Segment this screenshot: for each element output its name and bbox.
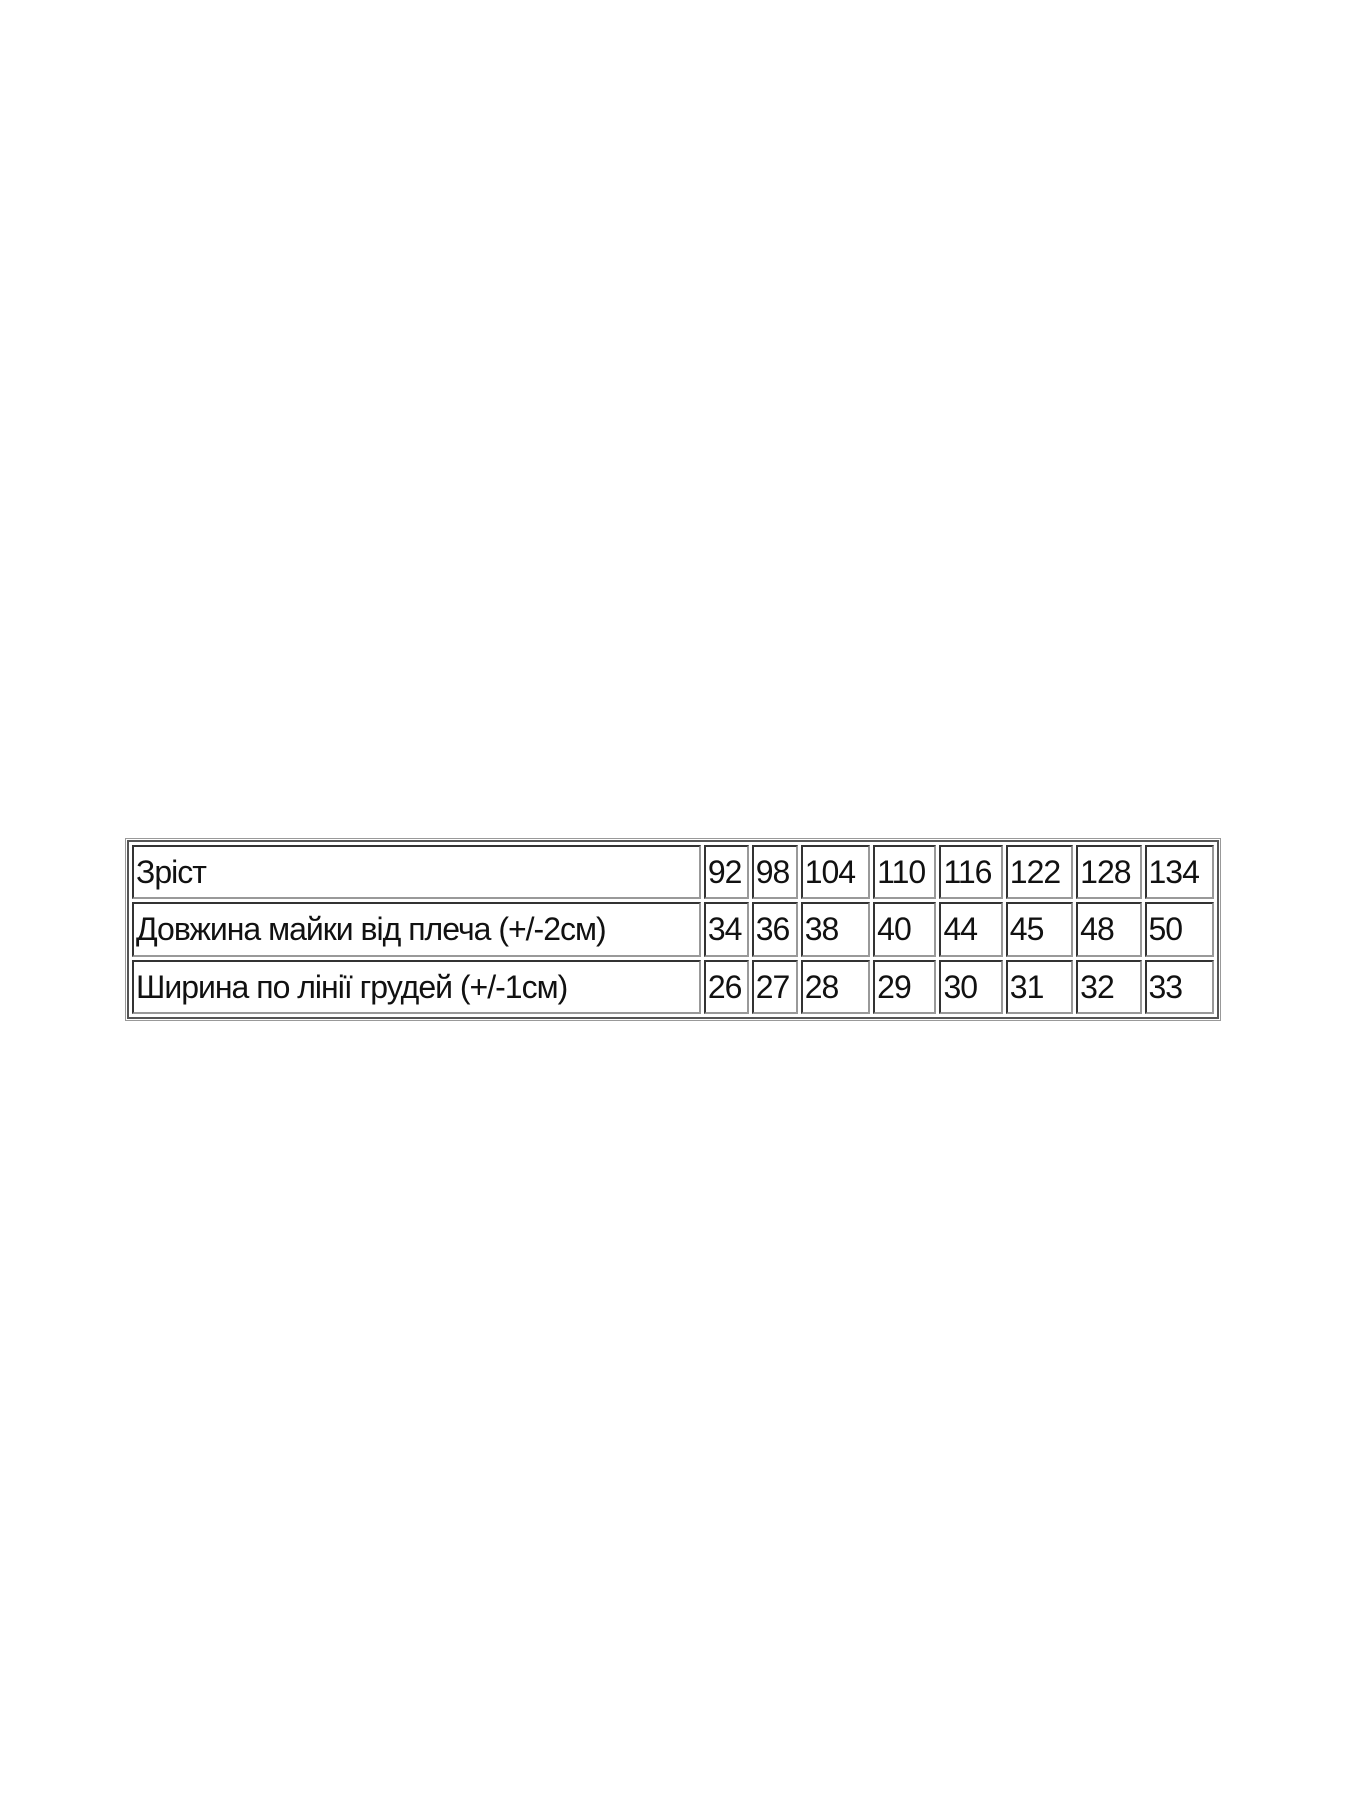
table-cell: 34 <box>703 902 749 957</box>
table-cell: 110 <box>873 845 937 900</box>
table-cell: 122 <box>1005 845 1074 900</box>
table-cell: 27 <box>751 959 798 1014</box>
table-cell: 44 <box>939 902 1003 957</box>
row-label: Ширина по лінії грудей (+/-1см) <box>132 959 701 1014</box>
table-cell: 28 <box>800 959 871 1014</box>
table-cell: 33 <box>1144 959 1214 1014</box>
table-cell: 128 <box>1076 845 1142 900</box>
row-label: Зріст <box>132 845 701 900</box>
table-cell: 29 <box>873 959 937 1014</box>
table-cell: 32 <box>1076 959 1142 1014</box>
table-cell: 26 <box>703 959 749 1014</box>
table-row: Зріст 92 98 104 110 116 122 128 134 <box>132 845 1214 900</box>
table-cell: 116 <box>939 845 1003 900</box>
table-cell: 134 <box>1144 845 1214 900</box>
row-label: Довжина майки від плеча (+/-2см) <box>132 902 701 957</box>
table-cell: 31 <box>1005 959 1074 1014</box>
table-row: Довжина майки від плеча (+/-2см) 34 36 38 40… <box>132 902 1214 957</box>
table-cell: 98 <box>751 845 798 900</box>
table-cell: 38 <box>800 902 871 957</box>
table-cell: 45 <box>1005 902 1074 957</box>
table-cell: 36 <box>751 902 798 957</box>
table-cell: 92 <box>703 845 749 900</box>
table-cell: 30 <box>939 959 1003 1014</box>
table-row: Ширина по лінії грудей (+/-1см) 26 27 28 29 3… <box>132 959 1214 1014</box>
table-cell: 50 <box>1144 902 1214 957</box>
table-cell: 40 <box>873 902 937 957</box>
table-cell: 104 <box>800 845 871 900</box>
size-chart-table: Зріст 92 98 104 110 116 122 128 134 Довжина майки… <box>125 838 1221 1021</box>
table-cell: 48 <box>1076 902 1142 957</box>
